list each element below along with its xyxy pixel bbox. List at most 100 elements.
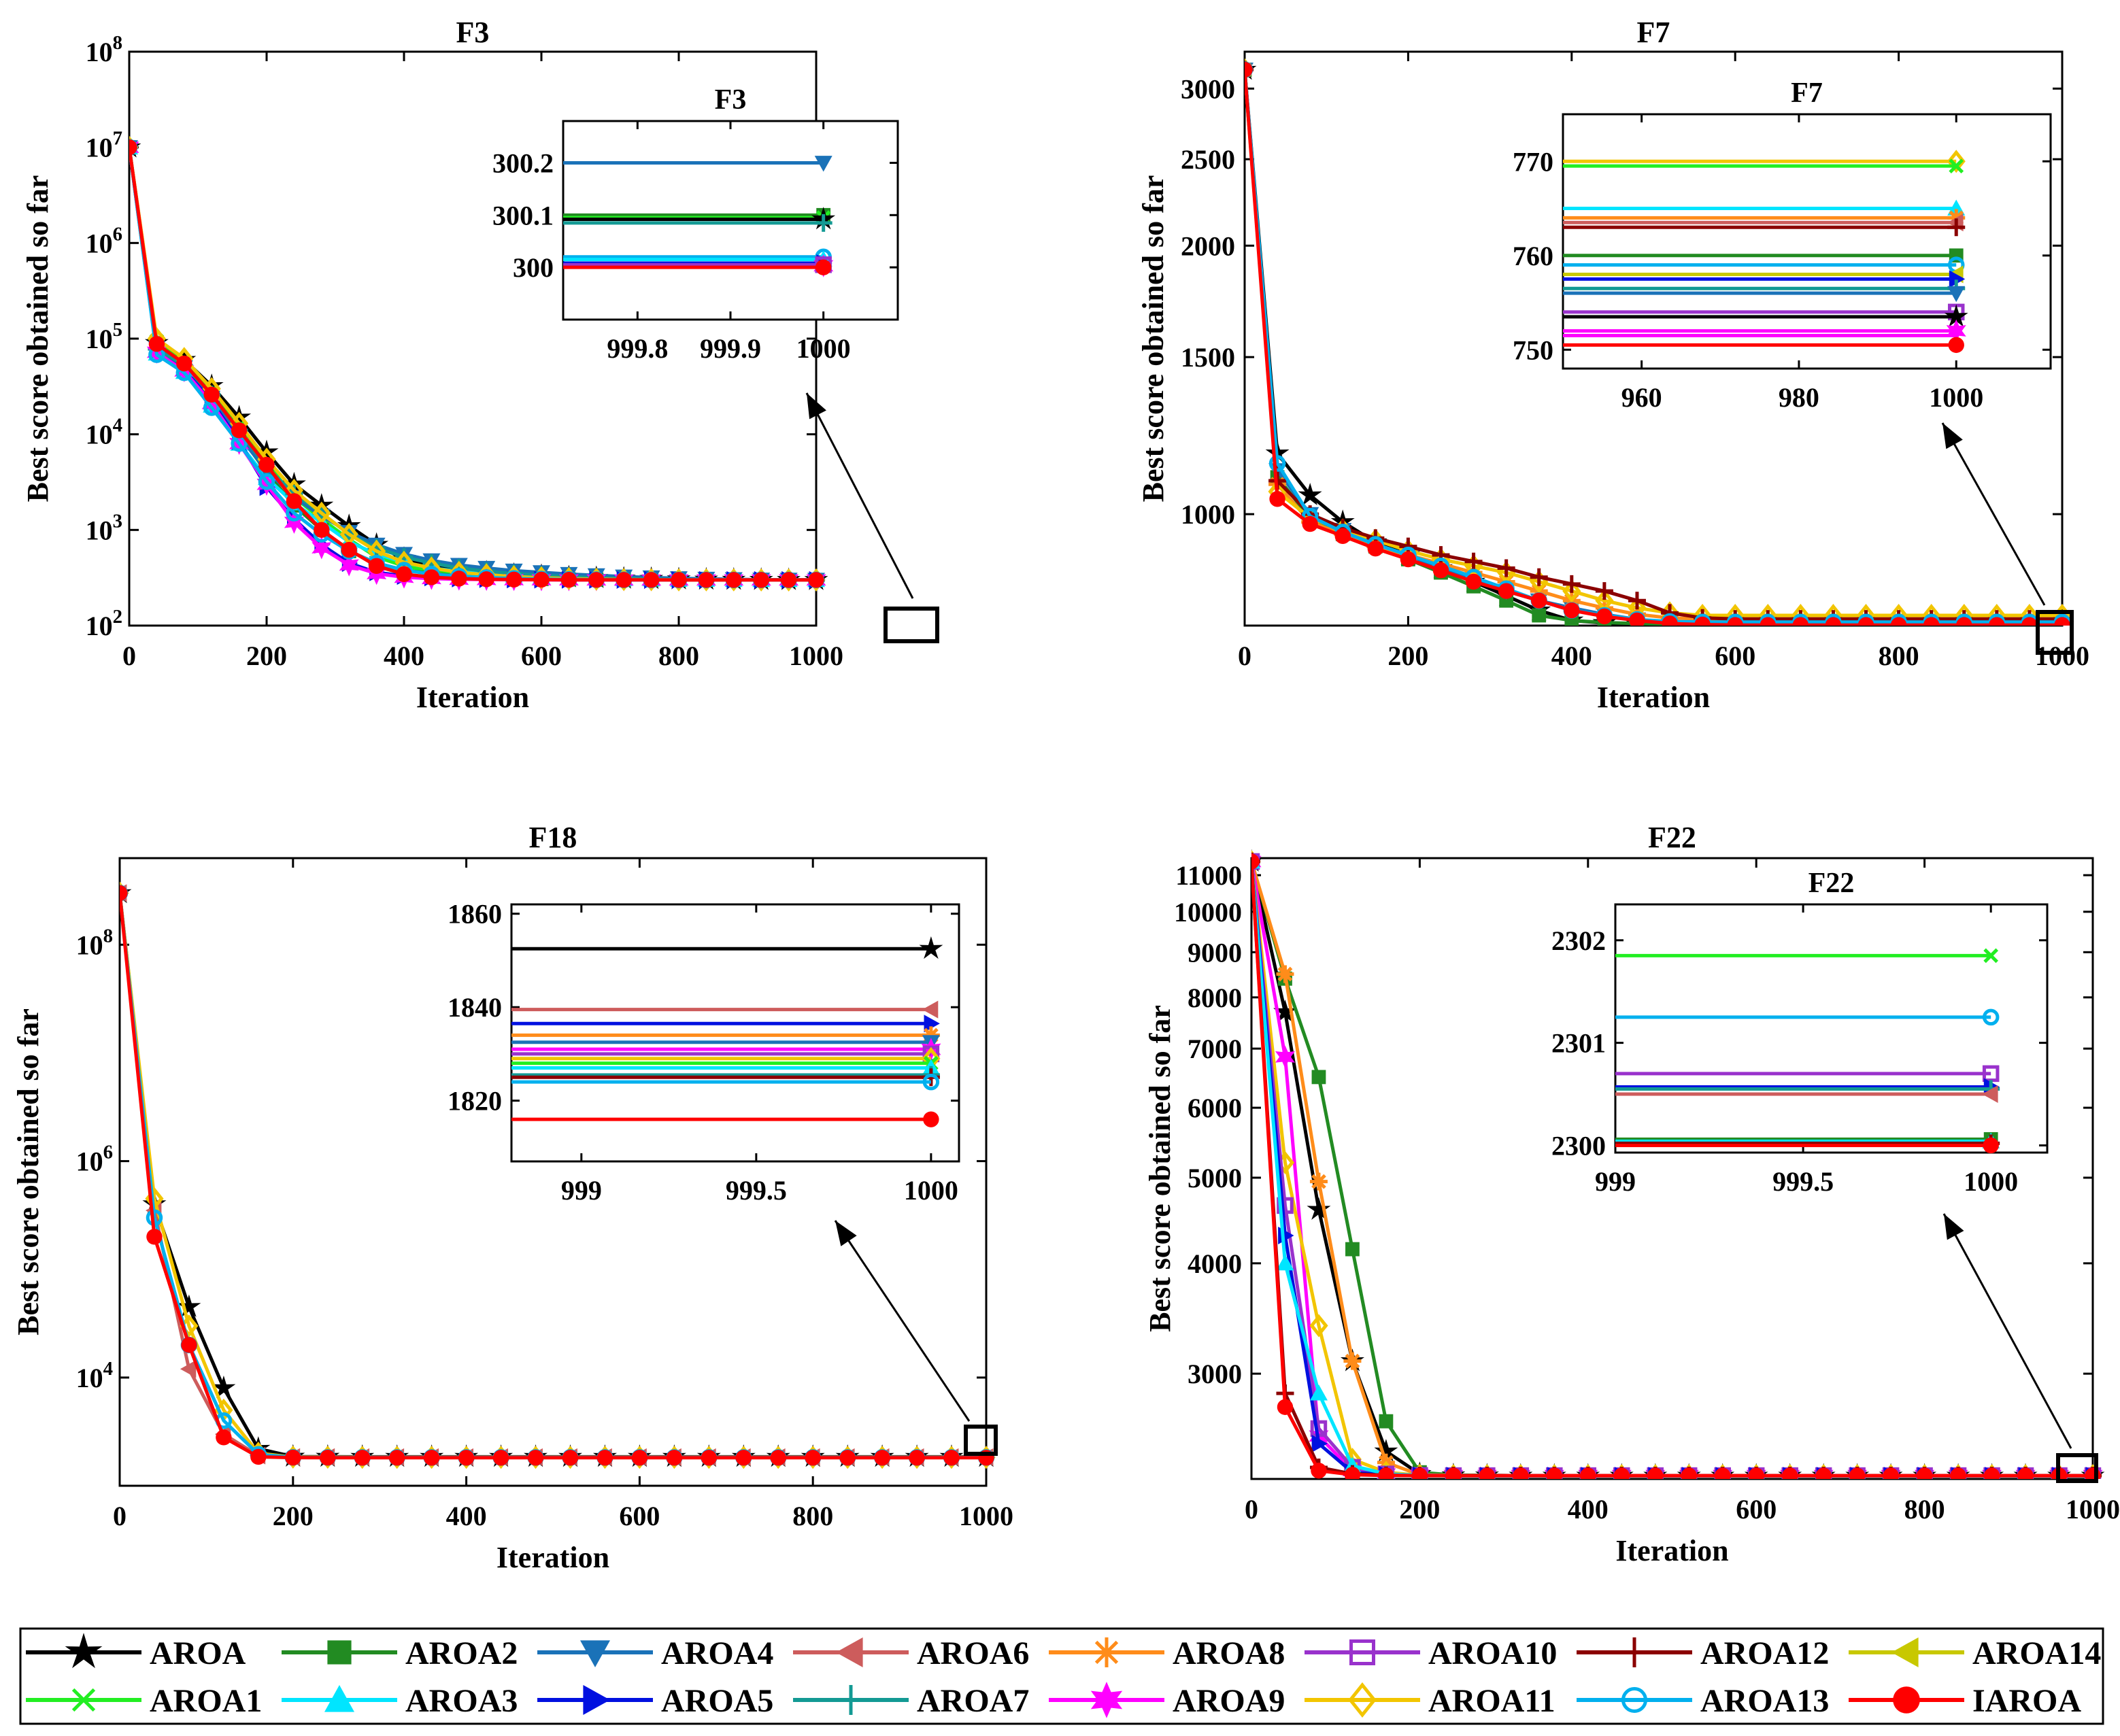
- panel-F3: F3 Iteration Best score obtained so far 0 20…: [21, 16, 939, 714]
- marker-AROA9: [312, 536, 332, 560]
- marker-AROA: [212, 1375, 236, 1399]
- inset-F7: F7 960 980 1000 750 760 770: [1513, 78, 2052, 413]
- marker-IAROA: [726, 572, 742, 588]
- marker-AROA9: [339, 554, 359, 577]
- zoom-arrow: [1942, 1213, 2072, 1449]
- marker-IAROA: [753, 572, 769, 588]
- y-tick-label: 8000: [1188, 983, 1242, 1013]
- marker-IAROA: [1890, 617, 1907, 626]
- x-tick-label: 800: [792, 1501, 833, 1531]
- marker-IAROA: [451, 571, 467, 587]
- legend-label: AROA4: [661, 1635, 773, 1671]
- inset-marker-IAROA: [815, 259, 832, 275]
- marker-AROA6: [180, 1360, 197, 1378]
- inset-x-tick-label: 1000: [1964, 1166, 2018, 1197]
- x-tick-label: 1000: [2035, 641, 2089, 671]
- legend-marker-AROA14: [1891, 1637, 1919, 1667]
- inset-title: F22: [1808, 868, 1855, 899]
- inset-F3: F3 999.8 999.9 1000 300 300.1 300.2: [492, 84, 899, 364]
- marker-IAROA: [1681, 1467, 1697, 1479]
- marker-IAROA: [1760, 617, 1776, 626]
- zoom-box: [964, 1425, 998, 1456]
- marker-IAROA: [698, 572, 715, 588]
- legend-label: AROA8: [1173, 1635, 1285, 1671]
- inset-x-tick-label: 999.5: [726, 1175, 787, 1206]
- marker-IAROA: [1647, 1467, 1664, 1479]
- marker-IAROA: [368, 558, 385, 575]
- y-axis-label: Best score obtained so far: [1143, 1005, 1177, 1332]
- marker-IAROA: [560, 571, 577, 588]
- marker-IAROA: [909, 1450, 925, 1466]
- marker-AROA5: [1311, 1435, 1328, 1452]
- legend-label: AROA12: [1700, 1635, 1829, 1671]
- inset-y-tick-label: 300.2: [492, 148, 554, 178]
- marker-IAROA: [1251, 853, 1260, 870]
- legend-marker-AROA7: [836, 1685, 866, 1715]
- y-tick-label: 105: [86, 319, 122, 354]
- marker-AROA9: [256, 473, 277, 496]
- marker-IAROA: [839, 1450, 856, 1466]
- legend-item-AROA10: AROA10: [1305, 1635, 1557, 1671]
- inset-marker-AROA: [919, 936, 943, 959]
- marker-IAROA: [1916, 1467, 1933, 1479]
- marker-AROA12: [1595, 582, 1613, 600]
- marker-IAROA: [1715, 1467, 1731, 1479]
- legend-label: AROA10: [1428, 1635, 1557, 1671]
- marker-IAROA: [1580, 1467, 1596, 1479]
- y-tick-label: 103: [86, 510, 122, 545]
- y-tick-label: 106: [76, 1142, 113, 1177]
- zoom-box: [2036, 610, 2074, 655]
- marker-IAROA: [874, 1450, 890, 1466]
- marker-IAROA: [458, 1450, 475, 1466]
- marker-IAROA: [1378, 1467, 1394, 1479]
- marker-IAROA: [1629, 612, 1645, 626]
- marker-IAROA: [1311, 1463, 1327, 1479]
- legend-label: AROA: [150, 1635, 246, 1671]
- inset-y-tick-label: 2302: [1551, 925, 1606, 956]
- legend-item-AROA: AROA: [26, 1633, 246, 1671]
- x-tick-label: 800: [658, 641, 699, 671]
- inset-marker-AROA6: [1982, 1085, 1998, 1103]
- y-tick-label: 1500: [1181, 342, 1235, 373]
- y-tick-label: 107: [86, 128, 122, 163]
- marker-IAROA: [1883, 1467, 1899, 1479]
- marker-IAROA: [250, 1448, 267, 1465]
- marker-IAROA: [1400, 551, 1417, 568]
- chart-title: F7: [1637, 16, 1670, 49]
- y-tick-label: 3000: [1181, 73, 1235, 104]
- legend-item-AROA11: AROA11: [1305, 1682, 1555, 1719]
- y-tick-label: 1000: [1181, 499, 1235, 530]
- inset-marker-IAROA: [1983, 1137, 1999, 1154]
- marker-AROA9: [284, 511, 304, 534]
- y-tick-label: 2500: [1181, 144, 1235, 175]
- inset-marker-AROA1: [1949, 158, 1964, 174]
- x-tick-label: 200: [246, 641, 287, 671]
- marker-IAROA: [1498, 583, 1515, 599]
- marker-AROA: [1307, 1197, 1331, 1220]
- marker-IAROA: [588, 572, 605, 588]
- legend-marker-AROA9: [1090, 1682, 1123, 1718]
- marker-IAROA: [562, 1450, 579, 1466]
- x-tick-label: 1000: [959, 1501, 1013, 1531]
- y-axis-label: Best score obtained so far: [21, 175, 54, 503]
- marker-IAROA: [1334, 528, 1351, 545]
- x-axis-label: Iteration: [1615, 1534, 1728, 1567]
- series-group: [1245, 57, 2074, 626]
- marker-AROA11: [312, 501, 331, 525]
- legend-item-IAROA: IAROA: [1849, 1683, 2081, 1719]
- x-tick-label: 600: [521, 641, 562, 671]
- marker-IAROA: [314, 522, 330, 539]
- marker-IAROA: [701, 1450, 718, 1466]
- y-tick-label: 9000: [1188, 937, 1242, 968]
- marker-AROA2: [1345, 1242, 1360, 1257]
- x-tick-label: 400: [1568, 1494, 1609, 1525]
- x-tick-label: 0: [122, 641, 136, 671]
- zoom-box: [2056, 1453, 2098, 1483]
- marker-IAROA: [1479, 1467, 1496, 1479]
- marker-AROA8: [1343, 1352, 1362, 1370]
- legend-label: AROA13: [1700, 1683, 1829, 1719]
- marker-IAROA: [1596, 608, 1613, 625]
- legend-item-AROA7: AROA7: [793, 1683, 1029, 1719]
- marker-IAROA: [285, 1449, 301, 1466]
